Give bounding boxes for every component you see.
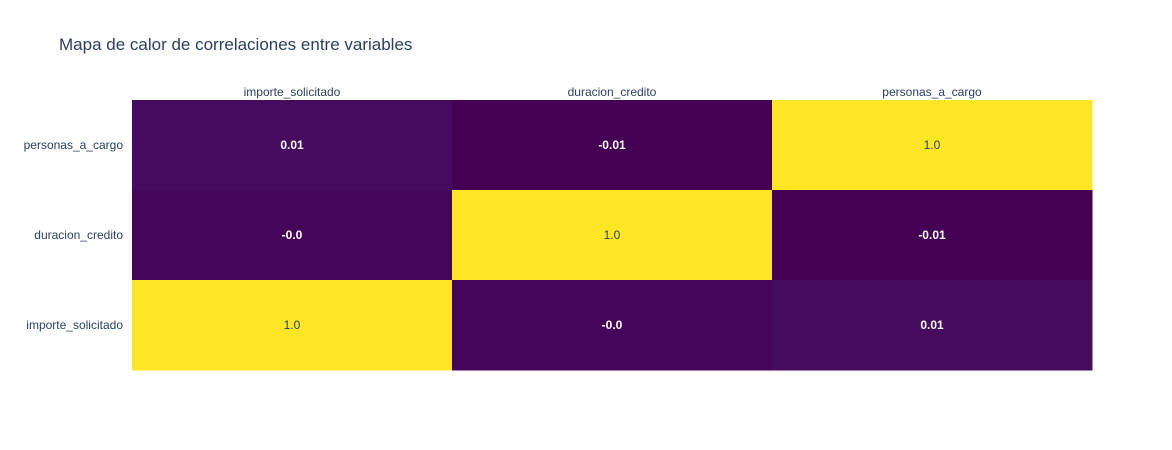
y-tick-label: importe_solicitado [26, 318, 123, 332]
heatmap-cell-label-r2-c0: 1.0 [284, 318, 301, 332]
heatmap-cell-r0-c2 [772, 100, 1093, 191]
y-tick-label: duracion_credito [34, 228, 123, 242]
heatmap-cell-label-r0-c0: 0.01 [280, 138, 304, 152]
heatmap-cell-label-r1-c0: -0.0 [282, 228, 303, 242]
heatmap-cell-r2-c1 [452, 280, 773, 371]
x-axis-ticks: importe_solicitado duracion_credito person… [244, 85, 982, 99]
x-tick-label: importe_solicitado [244, 85, 341, 99]
heatmap-cell-r1-c0 [132, 190, 453, 281]
heatmap-cell-label-r1-c2: -0.01 [918, 228, 946, 242]
heatmap-cell-label-r2-c1: -0.0 [602, 318, 623, 332]
heatmap-cell-label-r0-c1: -0.01 [598, 138, 626, 152]
heatmap-cell-r1-c1 [452, 190, 773, 281]
heatmap-cell-r2-c0 [132, 280, 453, 371]
heatmap-cell-r0-c1 [452, 100, 773, 191]
y-axis-ticks: personas_a_cargo duracion_credito importe_… [24, 138, 124, 332]
heatmap-cell-r2-c2 [772, 280, 1093, 371]
chart-title: Mapa de calor de correlaciones entre var… [59, 35, 412, 54]
heatmap-cells [132, 100, 1093, 371]
heatmap-cell-label-r2-c2: 0.01 [920, 318, 944, 332]
x-tick-label: personas_a_cargo [882, 85, 982, 99]
heatmap-cell-label-r0-c2: 1.0 [924, 138, 941, 152]
heatmap-cell-label-r1-c1: 1.0 [604, 228, 621, 242]
heatmap-cell-r1-c2 [772, 190, 1093, 281]
x-tick-label: duracion_credito [568, 85, 657, 99]
heatmap-cell-r0-c0 [132, 100, 453, 191]
y-tick-label: personas_a_cargo [24, 138, 124, 152]
heatmap-cell-labels: 0.01 -0.01 1.0 -0.0 1.0 -0.01 1.0 -0.0 0.01 [280, 138, 946, 332]
